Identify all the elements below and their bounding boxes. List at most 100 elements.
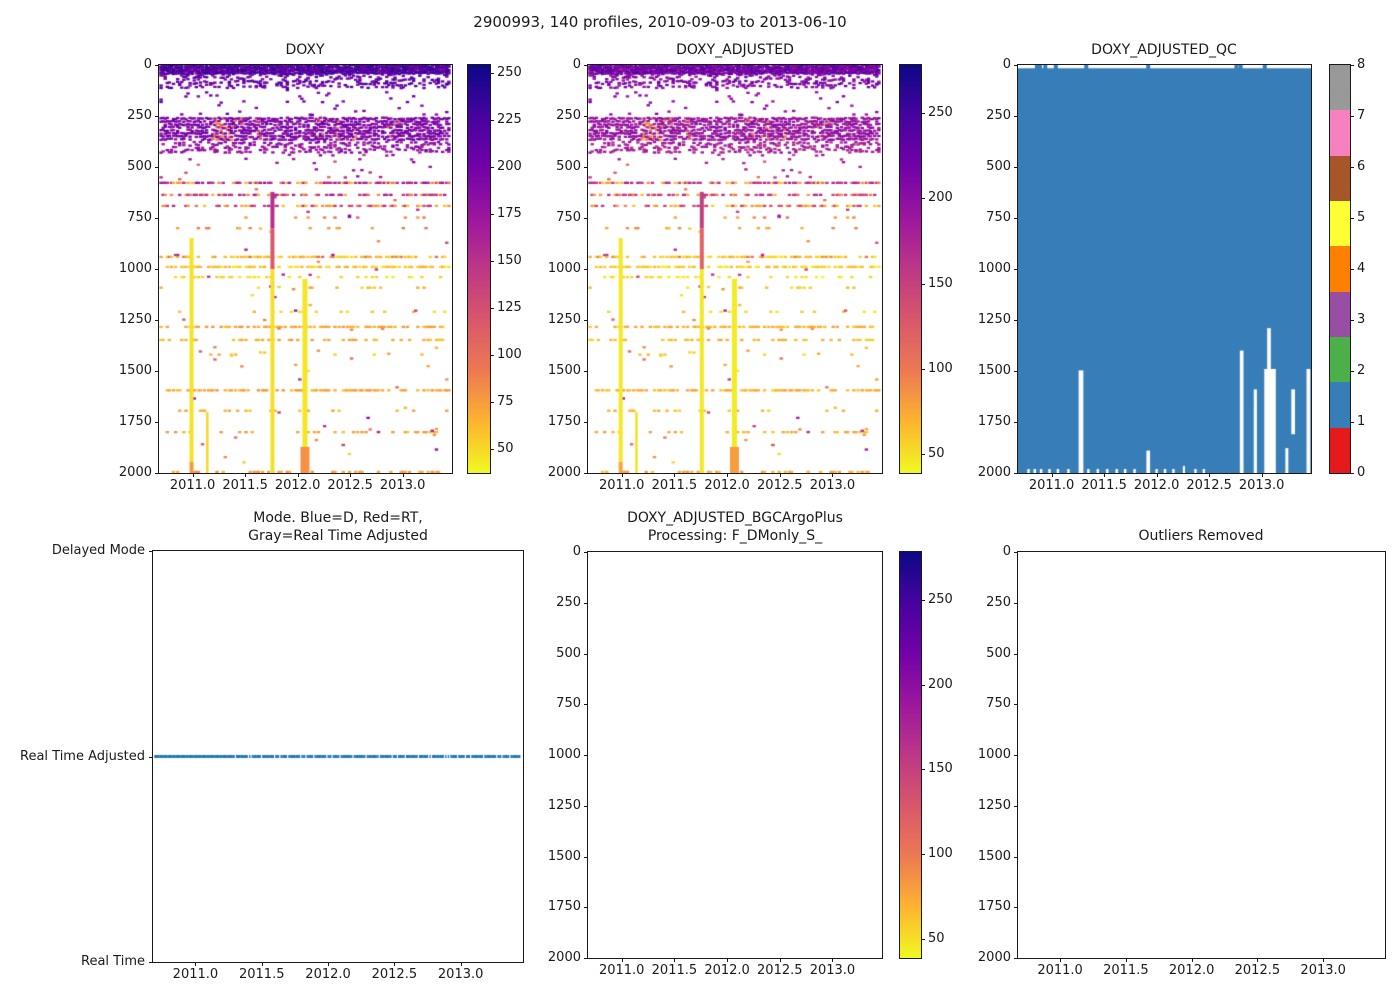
colorbar-tick-label-qc: 5	[1357, 210, 1366, 225]
y-tick-label-bgc: 1500	[547, 848, 581, 864]
x-tick-label-doxy: 2013.0	[379, 478, 426, 493]
y-tick-label-doxy_adjusted: 1500	[547, 363, 581, 378]
y-tick-mark-doxy	[155, 473, 159, 474]
colorbar-tick-label-qc: 2	[1357, 363, 1366, 378]
y-tick-mark-bgc	[584, 907, 588, 909]
colorbar-tick-label-doxy_adjusted: 250	[928, 104, 953, 120]
mode-y-tick-mark	[149, 756, 153, 758]
x-tick-label-qc: 2012.5	[1186, 478, 1232, 493]
colorbar-tick-mark-qc	[1350, 116, 1354, 117]
y-tick-mark-qc	[1014, 371, 1018, 372]
y-tick-label-bgc: 1750	[547, 899, 581, 915]
y-tick-label-bgc: 250	[556, 594, 581, 610]
doxy-adjusted-title: DOXY_ADJUSTED	[676, 42, 794, 58]
colorbar-tick-mark-doxy	[490, 166, 494, 168]
doxy-title: DOXY	[285, 42, 325, 58]
y-tick-mark-bgc	[584, 755, 588, 756]
colorbar-tick-mark-doxy_adjusted	[921, 368, 925, 370]
x-tick-label-bgc: 2013.0	[809, 963, 856, 978]
colorbar-tick-mark-qc	[1350, 218, 1354, 219]
axes-outliers	[1017, 551, 1386, 959]
qc-colorbar-segment-1	[1330, 382, 1350, 429]
mode-y-tick-label: Real Time Adjusted	[20, 748, 145, 764]
y-tick-mark-qc	[1014, 422, 1018, 423]
x-tick-mark-bgc	[832, 958, 834, 962]
x-tick-mark-mode	[195, 962, 197, 966]
colorbar-tick-label-doxy: 75	[497, 393, 514, 409]
colorbar-tick-mark-doxy_adjusted	[921, 112, 925, 114]
doxy-plot-canvas	[159, 65, 452, 473]
y-tick-label-outliers: 500	[986, 645, 1011, 661]
qc-colorbar-segment-3	[1330, 291, 1350, 338]
y-tick-mark-outliers	[1014, 602, 1018, 604]
qc-title: DOXY_ADJUSTED_QC	[1091, 42, 1237, 58]
bgc-title-line2: Processing: F_DMonly_S_	[647, 528, 823, 544]
y-tick-mark-doxy_adjusted	[584, 269, 588, 270]
y-tick-label-doxy: 0	[143, 57, 152, 72]
x-tick-mark-outliers	[1257, 958, 1259, 962]
x-tick-label-outliers: 2011.5	[1103, 963, 1149, 978]
y-tick-label-doxy: 1500	[118, 363, 152, 378]
x-tick-mark-outliers	[1125, 958, 1127, 962]
x-tick-label-outliers: 2011.0	[1037, 963, 1083, 978]
x-tick-mark-outliers	[1191, 958, 1193, 962]
y-tick-mark-outliers	[1014, 755, 1018, 756]
colorbar-tick-mark-doxy_adjusted	[921, 198, 925, 200]
colorbar-tick-mark-doxy	[490, 119, 494, 121]
y-tick-label-doxy: 750	[127, 210, 152, 225]
y-tick-label-doxy: 2000	[118, 465, 152, 480]
x-tick-mark-bgc	[621, 958, 623, 962]
x-tick-label-qc: 2013.0	[1238, 478, 1285, 493]
colorbar-tick-label-bgc: 50	[928, 931, 945, 947]
y-tick-mark-doxy_adjusted	[584, 218, 588, 219]
y-tick-label-doxy_adjusted: 750	[556, 210, 581, 225]
x-tick-label-doxy: 2012.5	[327, 478, 373, 493]
x-tick-mark-doxy	[192, 473, 194, 477]
x-tick-mark-doxy_adjusted	[832, 473, 834, 477]
y-tick-label-outliers: 250	[986, 594, 1011, 610]
y-tick-label-outliers: 1750	[977, 899, 1011, 915]
colorbar-tick-label-qc: 4	[1357, 261, 1366, 276]
colorbar-tick-label-doxy: 175	[497, 205, 522, 221]
x-tick-mark-bgc	[727, 958, 729, 962]
y-tick-label-doxy: 1750	[118, 414, 152, 429]
mode-y-tick-label: Real Time	[81, 954, 145, 969]
y-tick-mark-outliers	[1014, 552, 1018, 553]
y-tick-label-doxy: 500	[127, 159, 152, 174]
figure-title: 2900993, 140 profiles, 2010-09-03 to 201…	[473, 13, 847, 31]
qc-colorbar-segment-7	[1330, 110, 1350, 157]
colorbar-tick-mark-doxy	[490, 354, 494, 356]
x-tick-mark-doxy_adjusted	[727, 473, 729, 477]
y-tick-label-doxy: 1000	[118, 261, 152, 276]
y-tick-label-qc: 750	[986, 210, 1011, 225]
colorbar-tick-label-doxy_adjusted: 50	[928, 446, 945, 462]
x-tick-mark-doxy	[245, 473, 247, 477]
x-tick-label-qc: 2012.0	[1133, 478, 1180, 493]
colorbar-tick-mark-qc	[1350, 167, 1354, 168]
y-tick-mark-bgc	[584, 602, 588, 604]
y-tick-label-doxy_adjusted: 1250	[547, 312, 581, 327]
y-tick-mark-doxy_adjusted	[584, 473, 588, 474]
x-tick-label-doxy_adjusted: 2013.0	[809, 478, 856, 493]
y-tick-label-outliers: 1500	[977, 848, 1011, 864]
x-tick-label-bgc: 2011.5	[651, 963, 698, 978]
colorbar-tick-mark-doxy	[490, 448, 494, 450]
x-tick-mark-outliers	[1060, 958, 1062, 962]
x-tick-label-bgc: 2012.5	[757, 963, 803, 978]
y-tick-mark-doxy	[155, 116, 159, 117]
y-tick-label-qc: 2000	[977, 465, 1011, 480]
y-tick-label-qc: 1500	[977, 363, 1011, 378]
colorbar-tick-mark-qc	[1350, 65, 1354, 66]
x-tick-label-mode: 2011.5	[238, 967, 285, 982]
x-tick-mark-doxy_adjusted	[674, 473, 676, 477]
qc-plot-canvas	[1018, 65, 1311, 473]
x-tick-label-doxy_adjusted: 2011.0	[598, 478, 645, 493]
y-tick-mark-outliers	[1014, 907, 1018, 909]
colorbar-tick-label-bgc: 250	[928, 591, 953, 607]
y-tick-label-doxy_adjusted: 1000	[547, 261, 581, 276]
axes-qc	[1017, 64, 1312, 474]
colorbar-tick-mark-doxy	[490, 213, 494, 215]
y-tick-mark-doxy	[155, 269, 159, 270]
x-tick-mark-doxy	[350, 473, 352, 477]
colorbar-tick-label-qc: 3	[1357, 312, 1366, 327]
